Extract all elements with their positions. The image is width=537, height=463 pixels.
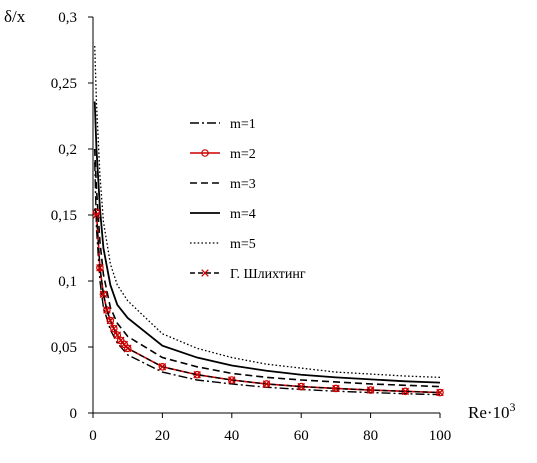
series-m=1 [94,162,441,396]
data-point-marker [113,331,122,339]
legend-entry: m=2 [190,147,256,162]
legend-label: m=2 [230,147,256,162]
data-point-marker [332,384,340,393]
data-point-marker [92,211,101,219]
series-line [93,101,441,384]
data-point-marker [96,264,104,272]
data-point-marker [436,388,444,397]
legend-label: m=5 [230,237,256,252]
x-axis-title: Re·103 [468,400,516,422]
data-point-marker [366,386,375,394]
x-tick-label: 20 [155,428,170,444]
y-tick-label: 0,1 [58,274,77,290]
x-tick-label: 60 [294,428,309,444]
data-point-marker [201,269,209,277]
series-line [94,46,441,379]
data-point-marker [436,388,444,397]
data-point-marker [113,331,122,339]
data-point-marker [106,316,115,325]
legend-entry: m=3 [190,177,256,192]
y-tick-label: 0 [70,406,78,422]
legend-label: m=1 [230,117,256,132]
x-tick-label: 0 [89,428,97,444]
legend-entry: m=5 [190,237,256,252]
data-point-marker [158,362,167,371]
y-axis-title: δ/x [4,7,26,26]
legend-label: m=4 [230,207,256,222]
x-tick-label: 80 [363,428,378,444]
data-point-marker [110,324,118,333]
axes [92,17,440,414]
series-m=5 [94,46,441,379]
data-point-marker [110,324,118,333]
y-tick-label: 0,2 [58,142,77,158]
data-point-marker [106,316,115,325]
y-tick-label: 0,25 [51,76,77,92]
data-point-marker [123,344,132,353]
legend-entry: m=4 [190,207,256,222]
ticks: 0 0,05 0,1 0,15 0,2 0,25 0,3 0 20 40 60 80 100 [51,10,452,444]
legend: m=1 m=2 m=3 m=4 m=5 Г. Шлихтинг [190,117,306,282]
y-tick-label: 0,05 [51,340,77,356]
x-axis-title-base: Re·10 [468,403,510,422]
series-Г. Шлихтинг [92,208,444,397]
series-m=4 [93,101,441,384]
series-layer [92,46,444,397]
data-point-marker [262,380,271,388]
data-point-marker [228,376,236,384]
x-tick-label: 100 [429,428,452,444]
x-tick-label: 40 [224,428,239,444]
x-axis-title-exponent: 3 [510,400,516,414]
legend-entry: m=1 [190,117,256,132]
data-point-marker [297,382,305,391]
data-point-marker [401,387,410,396]
series-m=2 [92,208,444,397]
legend-entry: Г. Шлихтинг [190,267,306,282]
data-point-marker [158,363,167,371]
data-point-marker [99,290,108,298]
y-tick-label: 0,3 [58,10,77,26]
data-point-marker [193,370,201,379]
y-tick-label: 0,15 [51,208,77,224]
data-point-marker [123,344,132,353]
series-line [94,162,441,396]
data-point-marker [201,149,209,157]
legend-label: m=3 [230,177,256,192]
data-point-marker [103,306,111,314]
legend-label: Г. Шлихтинг [230,267,306,282]
